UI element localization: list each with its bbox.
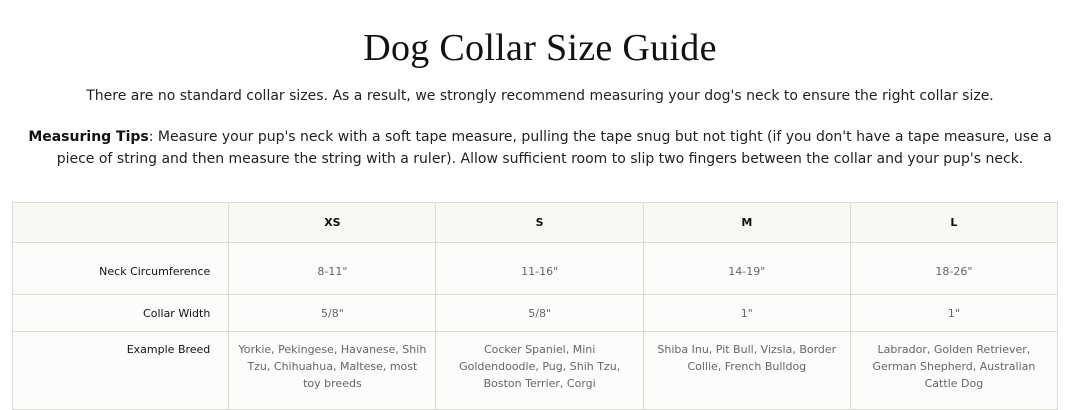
row-label: Collar Width: [11, 294, 230, 332]
table-cell: 14-19": [642, 242, 851, 295]
row-label: Neck Circumference: [11, 242, 230, 295]
table-cell: 11-16": [435, 242, 644, 295]
table-cell: 5/8": [435, 294, 644, 332]
table-cell: 1": [849, 294, 1059, 332]
table-cell: Yorkie, Pekingese, Havanese, Shih Tzu, C…: [228, 331, 437, 410]
header-empty: [11, 202, 230, 243]
tips-label: Measuring Tips: [28, 129, 149, 145]
table-cell: 5/8": [228, 294, 437, 332]
table-cell: Shiba Inu, Pit Bull, Vizsla, Border Coll…: [642, 331, 851, 410]
table-cell: 18-26": [849, 242, 1059, 295]
table-cell: 8-11": [228, 242, 437, 295]
header-s: S: [435, 202, 644, 243]
row-label: Example Breed: [11, 331, 230, 410]
header-xs: XS: [228, 202, 437, 243]
intro-text: There are no standard collar sizes. As a…: [86, 88, 994, 104]
size-table: XS S M L Neck Circumference 8-11" 11-16"…: [11, 202, 1059, 410]
header-l: L: [849, 202, 1059, 243]
table-cell: Labrador, Golden Retriever, German Sheph…: [849, 331, 1059, 410]
table-cell: Cocker Spaniel, Mini Goldendoodle, Pug, …: [435, 331, 644, 410]
table-row: Collar Width 5/8" 5/8" 1" 1": [11, 294, 1059, 332]
table-row: Neck Circumference 8-11" 11-16" 14-19" 1…: [11, 242, 1059, 295]
page-title: Dog Collar Size Guide: [363, 27, 717, 69]
measuring-tips: Measuring Tips: Measure your pup's neck …: [20, 126, 1060, 170]
header-row: XS S M L: [11, 202, 1059, 243]
header-m: M: [642, 202, 851, 243]
tips-text: : Measure your pup's neck with a soft ta…: [56, 129, 1052, 167]
table-row: Example Breed Yorkie, Pekingese, Havanes…: [11, 331, 1059, 410]
table-cell: 1": [642, 294, 851, 332]
